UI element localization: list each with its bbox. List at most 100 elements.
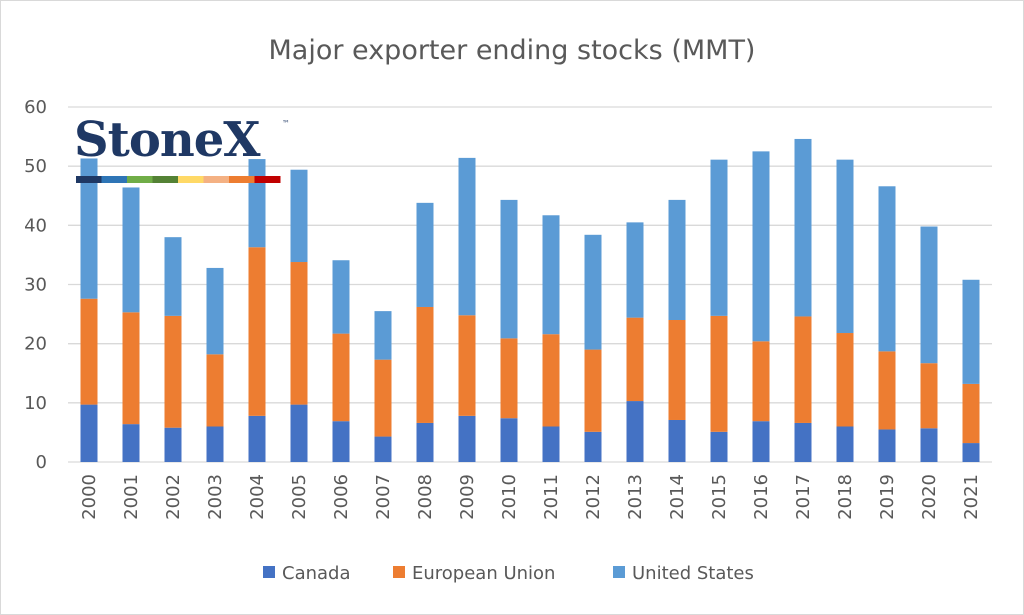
legend-label: Canada xyxy=(282,563,351,584)
x-tick-label: 2020 xyxy=(919,474,940,520)
x-tick-label: 2017 xyxy=(793,474,814,520)
stonex-logo: StoneX ™ xyxy=(74,112,290,183)
bar-segment-european-union xyxy=(374,359,392,437)
x-tick-label: 2001 xyxy=(121,474,142,520)
bar-segment-united-states xyxy=(80,158,98,299)
bar-segment-united-states xyxy=(332,260,350,334)
x-tick-label: 2012 xyxy=(583,474,604,520)
x-tick-label: 2013 xyxy=(625,474,646,520)
bars xyxy=(80,138,980,462)
bar-segment-united-states xyxy=(626,222,644,318)
bar-segment-united-states xyxy=(206,267,224,355)
y-tick-label: 60 xyxy=(24,97,47,118)
bar-segment-european-union xyxy=(920,363,938,429)
bar-segment-united-states xyxy=(962,279,980,384)
bar-segment-canada xyxy=(752,421,770,462)
bar-segment-canada xyxy=(500,418,518,462)
bar-segment-canada xyxy=(836,426,854,462)
x-tick-label: 2000 xyxy=(79,474,100,520)
bar-segment-european-union xyxy=(458,315,476,416)
bar-segment-united-states xyxy=(374,311,392,360)
y-axis-ticks: 0 10 20 30 40 50 60 xyxy=(24,97,47,473)
x-tick-label: 2003 xyxy=(205,474,226,520)
bar-segment-united-states xyxy=(668,199,686,320)
x-tick-label: 2021 xyxy=(961,474,982,520)
x-tick-label: 2005 xyxy=(289,474,310,520)
logo-text: StoneX xyxy=(74,112,261,168)
bar-segment-canada xyxy=(542,426,560,462)
bar-segment-canada xyxy=(206,426,224,462)
x-tick-label: 2015 xyxy=(709,474,730,520)
bar-segment-european-union xyxy=(332,333,350,422)
bar-segment-united-states xyxy=(542,215,560,335)
bar-segment-united-states xyxy=(752,151,770,342)
y-tick-label: 10 xyxy=(24,393,47,414)
bar-segment-united-states xyxy=(500,199,518,339)
bar-segment-canada xyxy=(710,431,728,462)
bar-segment-united-states xyxy=(584,234,602,350)
bar-segment-canada xyxy=(290,404,308,462)
bar-segment-european-union xyxy=(542,334,560,427)
legend-swatch xyxy=(263,566,275,578)
logo-stripe-segment xyxy=(127,176,153,183)
bar-segment-european-union xyxy=(836,333,854,427)
bar-segment-canada xyxy=(122,424,140,462)
bar-segment-european-union xyxy=(206,354,224,427)
bar-segment-canada xyxy=(416,422,434,462)
legend-swatch xyxy=(393,566,405,578)
logo-stripe-segment xyxy=(203,176,230,183)
chart-title: Major exporter ending stocks (MMT) xyxy=(269,35,756,66)
y-tick-label: 20 xyxy=(24,334,47,355)
bar-segment-european-union xyxy=(122,312,140,425)
x-tick-label: 2011 xyxy=(541,474,562,520)
x-tick-label: 2019 xyxy=(877,474,898,520)
bar-segment-canada xyxy=(374,436,392,462)
bar-segment-european-union xyxy=(752,341,770,422)
logo-stripe-segment xyxy=(76,176,102,183)
x-tick-label: 2008 xyxy=(415,474,436,520)
bar-segment-united-states xyxy=(458,157,476,316)
bar-segment-united-states xyxy=(794,138,812,317)
x-tick-label: 2002 xyxy=(163,474,184,520)
legend-label: European Union xyxy=(412,563,555,584)
bar-segment-european-union xyxy=(500,338,518,419)
logo-stripe-segment xyxy=(101,176,128,183)
bar-segment-european-union xyxy=(416,306,434,423)
bar-segment-canada xyxy=(332,421,350,462)
y-tick-label: 0 xyxy=(36,452,47,473)
x-tick-label: 2004 xyxy=(247,474,268,520)
x-tick-label: 2009 xyxy=(457,474,478,520)
legend-swatch xyxy=(613,566,625,578)
bar-segment-canada xyxy=(962,443,980,462)
bar-segment-united-states xyxy=(710,159,728,316)
bar-segment-european-union xyxy=(584,349,602,432)
bar-segment-canada xyxy=(458,415,476,462)
logo-color-stripe xyxy=(76,176,281,183)
bar-segment-european-union xyxy=(794,316,812,423)
x-tick-label: 2010 xyxy=(499,474,520,520)
bar-segment-canada xyxy=(878,429,896,462)
logo-stripe-segment xyxy=(229,176,255,183)
x-tick-label: 2007 xyxy=(373,474,394,520)
bar-segment-canada xyxy=(164,427,182,462)
logo-stripe-segment xyxy=(254,176,281,183)
bar-segment-european-union xyxy=(80,298,98,405)
legend-label: United States xyxy=(632,563,754,584)
logo-trademark: ™ xyxy=(282,119,290,128)
bar-segment-canada xyxy=(920,428,938,462)
bar-segment-european-union xyxy=(626,317,644,402)
x-tick-label: 2014 xyxy=(667,474,688,520)
x-tick-label: 2016 xyxy=(751,474,772,520)
x-axis-ticks: 2000 2001 2002 2003 2004 2005 2006 2007 2008 2009… xyxy=(79,474,982,520)
bar-segment-canada xyxy=(668,419,686,462)
x-tick-label: 2006 xyxy=(331,474,352,520)
bar-segment-united-states xyxy=(920,226,938,364)
bar-segment-united-states xyxy=(122,187,140,313)
bar-segment-european-union xyxy=(668,320,686,420)
bar-segment-canada xyxy=(80,404,98,462)
bar-segment-european-union xyxy=(878,351,896,430)
legend: Canada European Union United States xyxy=(263,563,754,584)
bar-segment-united-states xyxy=(164,237,182,316)
bar-segment-canada xyxy=(248,415,266,462)
